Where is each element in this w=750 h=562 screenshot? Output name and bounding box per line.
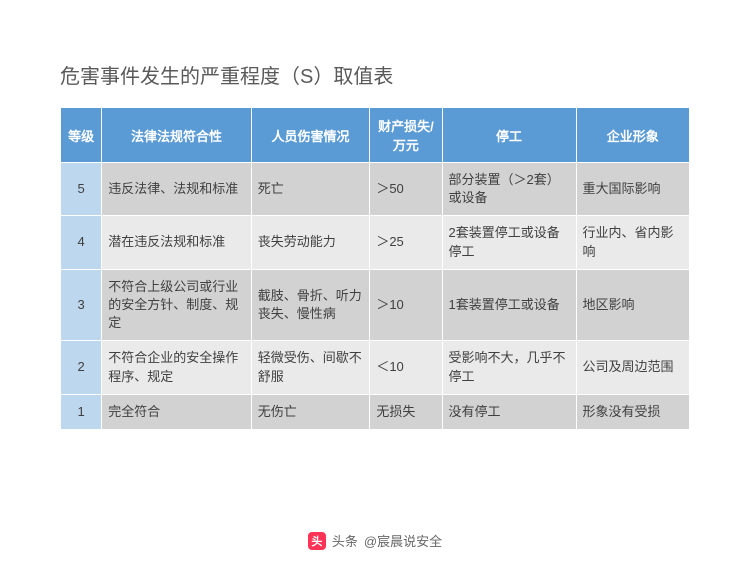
cell-image: 行业内、省内影响 — [576, 216, 689, 269]
col-header-stop: 停工 — [442, 108, 576, 163]
cell-loss: ＜10 — [370, 341, 442, 394]
footer: 头 头条 @宸晨说安全 — [0, 531, 750, 550]
cell-legal: 完全符合 — [102, 394, 252, 429]
col-header-legal: 法律法规符合性 — [102, 108, 252, 163]
cell-legal: 不符合上级公司或行业的安全方针、制度、规定 — [102, 269, 252, 341]
cell-stop: 部分装置（＞2套）或设备 — [442, 163, 576, 216]
table-row: 4 潜在违反法规和标准 丧失劳动能力 ＞25 2套装置停工或设备停工 行业内、省… — [61, 216, 690, 269]
cell-injury: 无伤亡 — [251, 394, 370, 429]
cell-legal: 违反法律、法规和标准 — [102, 163, 252, 216]
toutiao-icon: 头 — [308, 532, 326, 550]
table-row: 2 不符合企业的安全操作程序、规定 轻微受伤、间歇不舒服 ＜10 受影响不大，几… — [61, 341, 690, 394]
cell-loss: 无损失 — [370, 394, 442, 429]
footer-source: 头条 — [332, 531, 358, 550]
cell-legal: 不符合企业的安全操作程序、规定 — [102, 341, 252, 394]
col-header-loss: 财产损失/万元 — [370, 108, 442, 163]
cell-image: 形象没有受损 — [576, 394, 689, 429]
cell-stop: 受影响不大，几乎不停工 — [442, 341, 576, 394]
cell-stop: 1套装置停工或设备 — [442, 269, 576, 341]
table-row: 1 完全符合 无伤亡 无损失 没有停工 形象没有受损 — [61, 394, 690, 429]
table-row: 3 不符合上级公司或行业的安全方针、制度、规定 截肢、骨折、听力丧失、慢性病 ＞… — [61, 269, 690, 341]
cell-injury: 死亡 — [251, 163, 370, 216]
table-row: 5 违反法律、法规和标准 死亡 ＞50 部分装置（＞2套）或设备 重大国际影响 — [61, 163, 690, 216]
cell-stop: 2套装置停工或设备停工 — [442, 216, 576, 269]
cell-legal: 潜在违反法规和标准 — [102, 216, 252, 269]
col-header-level: 等级 — [61, 108, 102, 163]
cell-injury: 轻微受伤、间歇不舒服 — [251, 341, 370, 394]
cell-level: 2 — [61, 341, 102, 394]
col-header-image: 企业形象 — [576, 108, 689, 163]
cell-level: 4 — [61, 216, 102, 269]
page-title: 危害事件发生的严重程度（S）取值表 — [60, 60, 690, 89]
cell-level: 3 — [61, 269, 102, 341]
cell-level: 1 — [61, 394, 102, 429]
cell-injury: 丧失劳动能力 — [251, 216, 370, 269]
cell-loss: ＞50 — [370, 163, 442, 216]
cell-loss: ＞10 — [370, 269, 442, 341]
cell-image: 公司及周边范围 — [576, 341, 689, 394]
cell-level: 5 — [61, 163, 102, 216]
cell-image: 地区影响 — [576, 269, 689, 341]
table-header-row: 等级 法律法规符合性 人员伤害情况 财产损失/万元 停工 企业形象 — [61, 108, 690, 163]
cell-injury: 截肢、骨折、听力丧失、慢性病 — [251, 269, 370, 341]
cell-loss: ＞25 — [370, 216, 442, 269]
col-header-injury: 人员伤害情况 — [251, 108, 370, 163]
cell-image: 重大国际影响 — [576, 163, 689, 216]
severity-table: 等级 法律法规符合性 人员伤害情况 财产损失/万元 停工 企业形象 5 违反法律… — [60, 107, 690, 430]
footer-author: @宸晨说安全 — [364, 531, 442, 550]
cell-stop: 没有停工 — [442, 394, 576, 429]
